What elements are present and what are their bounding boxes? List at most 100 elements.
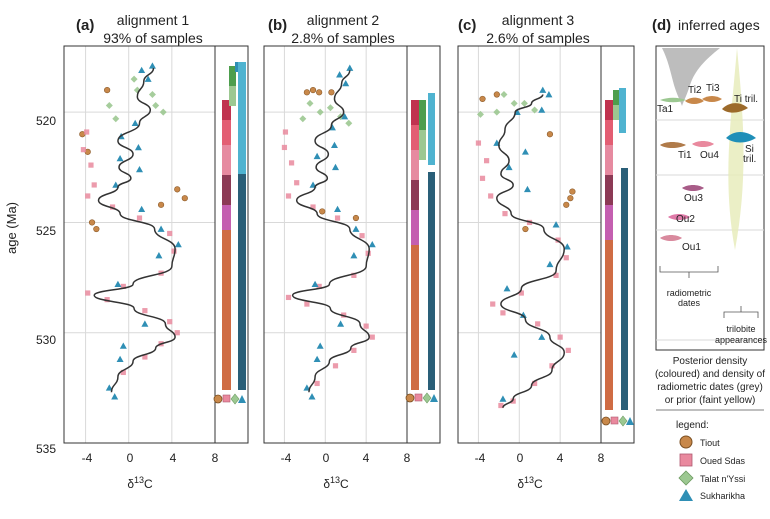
plot-frame [263, 45, 408, 444]
point-sukharikha [136, 166, 143, 173]
plot-frame [63, 45, 216, 444]
point-oued-sdas [565, 347, 571, 353]
point-oued-sdas [316, 283, 322, 290]
label-si-tril-line2: tril. [743, 154, 756, 165]
label-ou3: Ou3 [684, 193, 703, 204]
density-si-tril [726, 132, 756, 143]
label-ta1: Ta1 [657, 104, 674, 115]
panel-title-line2: 2.8% of samples [291, 30, 395, 46]
point-oued-sdas [142, 354, 148, 360]
y-tick-label: 530 [36, 333, 56, 347]
panel-title-line2: 93% of samples [103, 30, 203, 46]
point-sukharikha [552, 221, 560, 228]
point-sukharikha [155, 252, 163, 259]
point-sukharikha [521, 148, 529, 155]
scatter-plot [79, 62, 188, 400]
point-oued-sdas [557, 334, 563, 340]
y-tick-label: 535 [36, 442, 56, 456]
x-axis-label: δ13C [517, 475, 543, 491]
point-sukharikha [538, 333, 546, 340]
point-sukharikha [499, 395, 507, 402]
point-sukharikha [144, 75, 152, 82]
point-oued-sdas [285, 193, 292, 199]
x-tick-label: 4 [170, 451, 177, 465]
point-sukharikha [111, 393, 119, 400]
strat-frame [600, 45, 635, 444]
density-ta1 [660, 97, 686, 103]
point-sukharikha [352, 225, 360, 232]
density-ti-tril [722, 103, 748, 113]
point-talat [306, 99, 314, 107]
point-oued-sdas [109, 204, 116, 210]
caption-line2: (coloured) and density of [655, 369, 765, 380]
point-sukharikha [519, 311, 527, 318]
strat-bottom-markers [601, 415, 634, 427]
point-oued-sdas [502, 211, 508, 217]
y-tick-label: 525 [36, 224, 56, 238]
point-tiout [352, 214, 360, 222]
point-oued-sdas [174, 330, 180, 336]
density-ti1 [660, 142, 686, 148]
strat-bottom-markers [213, 393, 246, 405]
point-sukharikha [114, 280, 122, 287]
panel-title: inferred ages [678, 17, 760, 33]
legend-marker-talat [678, 470, 694, 486]
point-oued-sdas [120, 283, 126, 290]
point-oued-sdas [351, 272, 357, 278]
point-oued-sdas [351, 347, 357, 353]
point-tiout [319, 208, 326, 215]
x-tick-label: 8 [404, 451, 411, 465]
point-tiout [563, 201, 570, 208]
point-oued-sdas [549, 363, 555, 369]
panel-d: (d) inferred ages Ta1 Ti2 Ti3 Ti tril. T… [652, 17, 768, 411]
point-sukharikha [148, 62, 156, 69]
point-talat [130, 75, 138, 83]
legend-label: Sukharikha [700, 491, 745, 501]
panel-letter: (a) [76, 17, 94, 34]
panel-d-gridlines [656, 119, 764, 341]
strat-frame [406, 45, 441, 444]
point-tiout [316, 89, 323, 96]
legend: legend: Tiout Oued Sdas Talat n'Yssi Suk… [676, 420, 746, 501]
label-ti3: Ti3 [706, 83, 720, 94]
point-tiout [569, 188, 576, 195]
point-tiout [567, 195, 574, 202]
point-talat [112, 115, 120, 123]
point-sukharikha [316, 342, 324, 349]
point-oued-sdas [484, 158, 490, 164]
label-ou1: Ou1 [682, 242, 701, 253]
point-talat [148, 91, 156, 99]
point-oued-sdas [294, 180, 300, 186]
point-oued-sdas [304, 301, 310, 307]
point-oued-sdas [142, 308, 148, 314]
point-sukharikha [510, 351, 518, 358]
point-tiout [328, 89, 335, 96]
point-sukharikha [337, 320, 345, 327]
point-sukharikha [330, 141, 338, 149]
point-tiout [93, 225, 100, 233]
point-oued-sdas [332, 363, 339, 369]
point-oued-sdas [91, 182, 97, 188]
point-sukharikha [545, 91, 553, 98]
x-tick-label: 4 [557, 451, 564, 465]
point-oued-sdas [85, 193, 91, 199]
x-tick-label: 8 [212, 451, 219, 465]
point-sukharikha [141, 320, 149, 327]
panel-frame [655, 45, 765, 351]
point-oued-sdas [532, 380, 538, 387]
point-oued-sdas [285, 294, 292, 301]
point-oued-sdas [479, 175, 486, 181]
point-sukharikha [105, 384, 113, 391]
legend-label: Tiout [700, 438, 720, 448]
point-oued-sdas [518, 290, 524, 296]
density-ti2 [685, 97, 704, 104]
trilobite-appearances-line2: appearances [715, 335, 768, 345]
point-sukharikha [131, 119, 139, 126]
caption-line1: Posterior density [673, 356, 747, 367]
density-ti3 [702, 96, 722, 102]
stratigraphic-bars [605, 88, 628, 410]
point-tiout [88, 219, 96, 226]
point-oued-sdas [288, 160, 295, 166]
point-sukharikha [116, 355, 124, 362]
point-tiout [104, 87, 111, 94]
